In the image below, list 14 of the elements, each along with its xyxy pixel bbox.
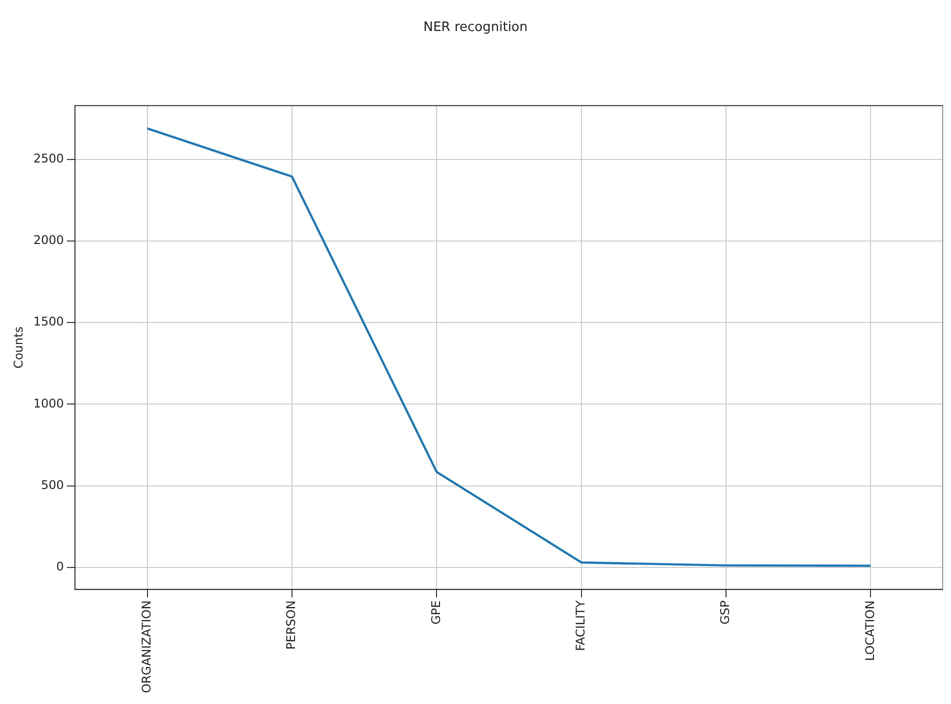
y-tick-label: 0 <box>56 560 64 574</box>
x-tick-label: PERSON <box>284 600 298 650</box>
x-tick-label: LOCATION <box>862 600 877 662</box>
x-tick-label: GSP <box>718 600 732 625</box>
x-tick-label: ORGANIZATION <box>139 600 154 694</box>
y-axis-title: Counts <box>11 326 26 368</box>
chart-title: NER recognition <box>423 20 528 36</box>
y-tick-label: 1000 <box>33 396 64 410</box>
x-tick-label: FACILITY <box>573 600 588 652</box>
y-tick-label: 1500 <box>33 314 64 329</box>
x-tick-label: GPE <box>428 600 443 625</box>
y-tick-label: 500 <box>41 478 64 492</box>
y-tick-label: 2500 <box>33 152 64 166</box>
y-tick-label: 2000 <box>33 233 64 248</box>
